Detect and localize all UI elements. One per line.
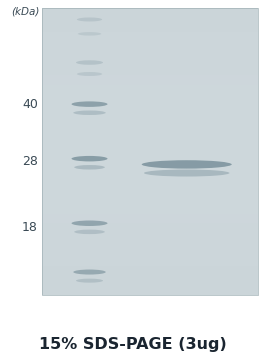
Bar [42, 156, 258, 161]
Ellipse shape [142, 160, 232, 168]
Bar [42, 103, 258, 108]
Bar [42, 137, 258, 142]
Bar [42, 151, 258, 156]
Bar [42, 8, 258, 13]
Text: (kDa): (kDa) [12, 6, 40, 16]
Bar [42, 218, 258, 223]
Ellipse shape [73, 270, 106, 275]
Ellipse shape [76, 279, 103, 283]
Bar [42, 12, 258, 18]
Bar [42, 70, 258, 75]
Bar [42, 117, 258, 123]
Bar [42, 256, 258, 261]
Bar [42, 84, 258, 89]
Bar [42, 194, 258, 199]
Bar [42, 127, 258, 132]
Bar [42, 113, 258, 118]
Bar [42, 213, 258, 219]
Bar [42, 208, 258, 214]
Ellipse shape [77, 18, 102, 22]
Bar [42, 46, 258, 51]
Bar [42, 98, 258, 104]
Bar [42, 41, 258, 46]
Text: 40: 40 [22, 98, 38, 111]
Bar [42, 180, 258, 185]
Bar [42, 290, 258, 295]
Bar [42, 17, 258, 22]
Bar [42, 251, 258, 257]
Text: 18: 18 [22, 221, 38, 234]
Bar [42, 237, 258, 242]
Ellipse shape [77, 72, 102, 76]
Bar [42, 285, 258, 290]
Bar [42, 141, 258, 147]
Ellipse shape [74, 230, 105, 234]
Text: 28: 28 [22, 155, 38, 168]
Bar [42, 261, 258, 266]
Ellipse shape [72, 102, 107, 107]
Bar [42, 8, 258, 295]
Ellipse shape [72, 156, 107, 161]
Bar [42, 247, 258, 252]
Bar [42, 89, 258, 94]
Bar [42, 165, 258, 171]
Text: 15% SDS-PAGE (3ug): 15% SDS-PAGE (3ug) [39, 337, 227, 351]
Bar [42, 184, 258, 190]
Bar [42, 36, 258, 41]
Bar [42, 271, 258, 276]
Bar [42, 55, 258, 60]
Bar [42, 27, 258, 32]
Ellipse shape [74, 165, 105, 170]
Bar [42, 280, 258, 285]
Bar [42, 199, 258, 204]
Bar [42, 223, 258, 228]
Bar [42, 242, 258, 247]
Bar [42, 175, 258, 180]
Ellipse shape [73, 111, 106, 115]
Ellipse shape [144, 170, 230, 176]
Bar [42, 204, 258, 209]
Bar [42, 170, 258, 175]
Bar [42, 122, 258, 127]
Ellipse shape [76, 60, 103, 65]
Bar [42, 65, 258, 70]
Bar [42, 275, 258, 281]
Bar [42, 31, 258, 37]
Bar [42, 75, 258, 80]
Bar [42, 161, 258, 166]
Ellipse shape [72, 220, 107, 226]
Bar [42, 232, 258, 238]
Bar [42, 50, 258, 56]
Bar [42, 189, 258, 194]
Bar [42, 94, 258, 99]
Ellipse shape [78, 32, 101, 36]
Bar [42, 146, 258, 152]
Bar [42, 22, 258, 27]
Bar [42, 79, 258, 85]
Bar [42, 228, 258, 233]
Bar [42, 132, 258, 137]
Bar [42, 60, 258, 66]
Bar [42, 266, 258, 271]
Bar [42, 108, 258, 113]
